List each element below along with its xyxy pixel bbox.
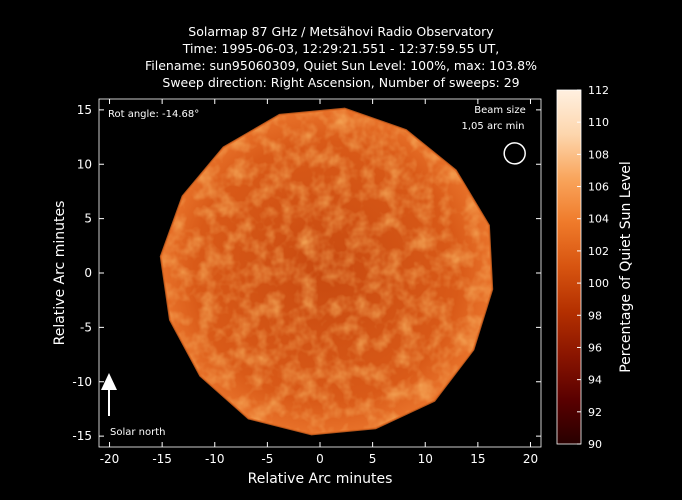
colorbar-tick-label: 112: [588, 84, 609, 97]
chart-title-line-2: Time: 1995-06-03, 12:29:21.551 - 12:37:5…: [182, 41, 500, 56]
y-tick-label: -10: [72, 375, 92, 389]
y-tick-label: 10: [77, 157, 92, 171]
chart-title-line-4: Sweep direction: Right Ascension, Number…: [162, 75, 520, 90]
x-tick-label: -15: [152, 452, 172, 466]
colorbar-tick-label: 108: [588, 148, 609, 161]
sun-limb: [159, 107, 494, 436]
colorbar-tick-label: 90: [588, 438, 602, 451]
y-tick-label: 0: [84, 266, 92, 280]
y-tick-label: -15: [72, 429, 92, 443]
chart-title-line-3: Filename: sun95060309, Quiet Sun Level: …: [145, 58, 537, 73]
colorbar-label: Percentage of Quiet Sun Level: [618, 161, 634, 373]
beam-size-label: Beam size: [474, 105, 525, 116]
rot-angle-label: Rot angle: -14.68°: [108, 109, 199, 120]
x-tick-label: -20: [100, 452, 120, 466]
x-tick-label: 10: [418, 452, 433, 466]
x-tick-label: 5: [369, 452, 377, 466]
colorbar-tick-label: 106: [588, 181, 609, 194]
colorbar-tick-label: 98: [588, 309, 602, 322]
colorbar-tick-label: 110: [588, 116, 609, 129]
colorbar-tick-label: 92: [588, 406, 602, 419]
y-tick-label: 15: [77, 103, 92, 117]
plot-area: [159, 107, 494, 436]
colorbar-gradient: [556, 89, 582, 445]
colorbar-tick-label: 104: [588, 213, 609, 226]
solar-north-label: Solar north: [110, 427, 166, 438]
colorbar-tick-label: 94: [588, 374, 602, 387]
colorbar-tick-label: 102: [588, 245, 609, 258]
x-tick-label: -5: [261, 452, 273, 466]
x-tick-label: 0: [316, 452, 324, 466]
colorbar: 90 92 94 96 98 100 102 104 106 108 110 112 Percentag…: [556, 84, 634, 451]
y-tick-label: 5: [84, 212, 92, 226]
solar-north-arrow-head: [101, 373, 117, 390]
colorbar-tick-label: 96: [588, 341, 602, 354]
x-axis-label: Relative Arc minutes: [248, 471, 393, 487]
beam-size-circle: [503, 142, 526, 165]
chart-title-line-1: Solarmap 87 GHz / Metsähovi Radio Observ…: [188, 24, 494, 39]
x-tick-label: -10: [205, 452, 225, 466]
x-tick-label: 20: [523, 452, 538, 466]
y-tick-label: -5: [80, 320, 92, 334]
beam-size-value: 1,05 arc min: [462, 121, 525, 132]
axes: -20 -15 -10 -5 0 5 10 15 20 -15 -10 -5 0 5 10 15 Relativ…: [52, 98, 542, 487]
annotations: Rot angle: -14.68° Beam size 1,05 arc min S…: [101, 105, 526, 438]
colorbar-tick-label: 100: [588, 277, 609, 290]
y-axis-label: Relative Arc minutes: [52, 201, 68, 346]
sun-disk-texture: [160, 108, 493, 435]
x-tick-label: 15: [470, 452, 485, 466]
